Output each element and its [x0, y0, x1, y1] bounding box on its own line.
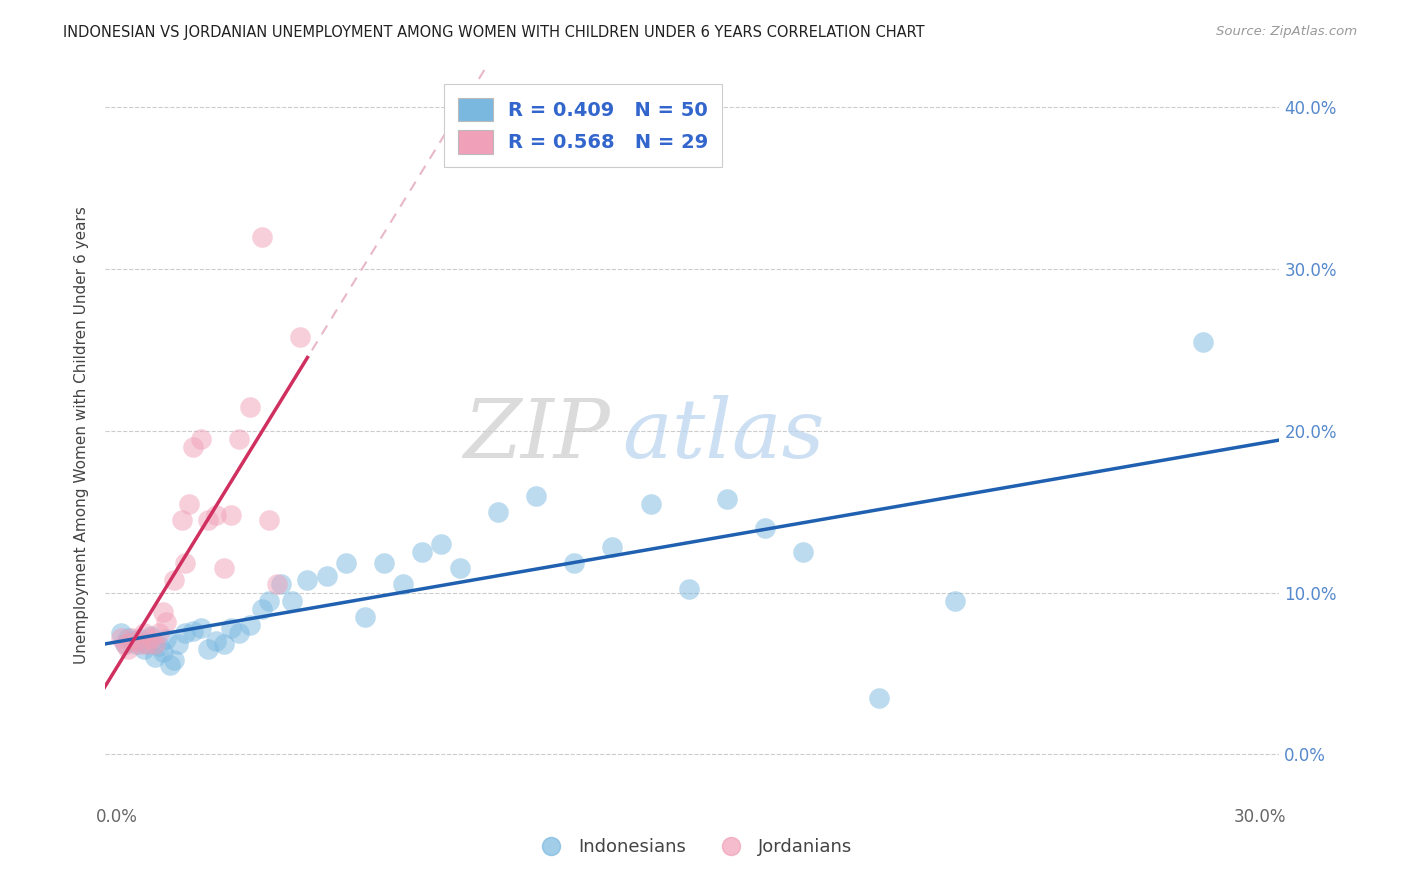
Point	[430, 537, 453, 551]
Point	[152, 605, 174, 619]
Point	[640, 497, 662, 511]
Point	[391, 577, 413, 591]
Point	[228, 626, 250, 640]
Point	[190, 432, 212, 446]
Point	[125, 634, 148, 648]
Point	[143, 637, 166, 651]
Point	[212, 637, 235, 651]
Point	[155, 632, 177, 647]
Point	[148, 639, 170, 653]
Point	[716, 491, 738, 506]
Point	[219, 621, 242, 635]
Point	[219, 508, 242, 522]
Point	[281, 593, 304, 607]
Point	[353, 609, 375, 624]
Point	[754, 521, 776, 535]
Text: atlas: atlas	[621, 395, 824, 475]
Point	[128, 637, 150, 651]
Point	[524, 488, 547, 502]
Point	[114, 637, 136, 651]
Text: ZIP: ZIP	[464, 395, 610, 475]
Point	[562, 557, 585, 571]
Point	[212, 561, 235, 575]
Point	[121, 631, 143, 645]
Point	[228, 432, 250, 446]
Point	[163, 573, 186, 587]
Point	[179, 497, 201, 511]
Point	[250, 229, 273, 244]
Point	[602, 541, 624, 555]
Point	[114, 637, 136, 651]
Point	[136, 637, 159, 651]
Point	[136, 637, 159, 651]
Point	[167, 637, 190, 651]
Point	[159, 658, 181, 673]
Point	[152, 645, 174, 659]
Point	[205, 634, 228, 648]
Point	[411, 545, 433, 559]
Point	[155, 615, 177, 629]
Point	[132, 626, 155, 640]
Point	[335, 557, 357, 571]
Point	[945, 593, 967, 607]
Point	[270, 577, 292, 591]
Point	[239, 618, 262, 632]
Point	[792, 545, 814, 559]
Text: INDONESIAN VS JORDANIAN UNEMPLOYMENT AMONG WOMEN WITH CHILDREN UNDER 6 YEARS COR: INDONESIAN VS JORDANIAN UNEMPLOYMENT AMO…	[63, 25, 925, 40]
Point	[259, 513, 281, 527]
Point	[266, 577, 288, 591]
Point	[132, 642, 155, 657]
Legend: Indonesians, Jordanians: Indonesians, Jordanians	[526, 831, 859, 863]
Point	[197, 513, 219, 527]
Point	[1192, 334, 1215, 349]
Point	[141, 631, 163, 645]
Point	[190, 621, 212, 635]
Point	[259, 593, 281, 607]
Point	[486, 505, 509, 519]
Point	[125, 637, 148, 651]
Point	[121, 634, 143, 648]
Point	[128, 632, 150, 647]
Point	[110, 631, 132, 645]
Point	[288, 330, 311, 344]
Point	[250, 601, 273, 615]
Point	[868, 690, 890, 705]
Point	[197, 642, 219, 657]
Point	[678, 582, 700, 597]
Point	[174, 557, 197, 571]
Point	[297, 573, 319, 587]
Point	[181, 624, 204, 639]
Point	[148, 626, 170, 640]
Point	[143, 650, 166, 665]
Point	[315, 569, 337, 583]
Point	[117, 642, 139, 657]
Point	[117, 631, 139, 645]
Point	[141, 629, 163, 643]
Point	[110, 626, 132, 640]
Y-axis label: Unemployment Among Women with Children Under 6 years: Unemployment Among Women with Children U…	[75, 206, 90, 664]
Point	[163, 653, 186, 667]
Point	[181, 440, 204, 454]
Text: Source: ZipAtlas.com: Source: ZipAtlas.com	[1216, 25, 1357, 38]
Point	[170, 513, 193, 527]
Point	[449, 561, 471, 575]
Point	[205, 508, 228, 522]
Point	[373, 557, 395, 571]
Point	[174, 626, 197, 640]
Point	[239, 400, 262, 414]
